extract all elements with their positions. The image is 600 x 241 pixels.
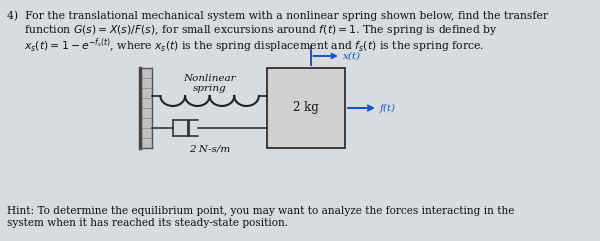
Text: 2 kg: 2 kg <box>293 101 319 114</box>
Text: 2 N-s/m: 2 N-s/m <box>189 144 230 153</box>
Bar <box>140 68 152 148</box>
Text: 4)  For the translational mechanical system with a nonlinear spring shown below,: 4) For the translational mechanical syst… <box>7 10 548 20</box>
Text: x(t): x(t) <box>343 52 361 60</box>
Text: f(t): f(t) <box>380 103 395 113</box>
Text: function $G(s) = X(s)/F(s)$, for small excursions around $f(t) = 1$. The spring : function $G(s) = X(s)/F(s)$, for small e… <box>7 23 498 37</box>
Text: $x_s(t) = 1 - e^{-f_s(t)}$, where $x_s(t)$ is the spring displacement and $f_s(t: $x_s(t) = 1 - e^{-f_s(t)}$, where $x_s(t… <box>7 36 484 55</box>
Text: system when it has reached its steady-state position.: system when it has reached its steady-st… <box>7 218 288 228</box>
Text: Hint: To determine the equilibrium point, you may want to analyze the forces int: Hint: To determine the equilibrium point… <box>7 206 514 216</box>
Bar <box>268 68 345 148</box>
Text: Nonlinear
spring: Nonlinear spring <box>184 74 236 94</box>
